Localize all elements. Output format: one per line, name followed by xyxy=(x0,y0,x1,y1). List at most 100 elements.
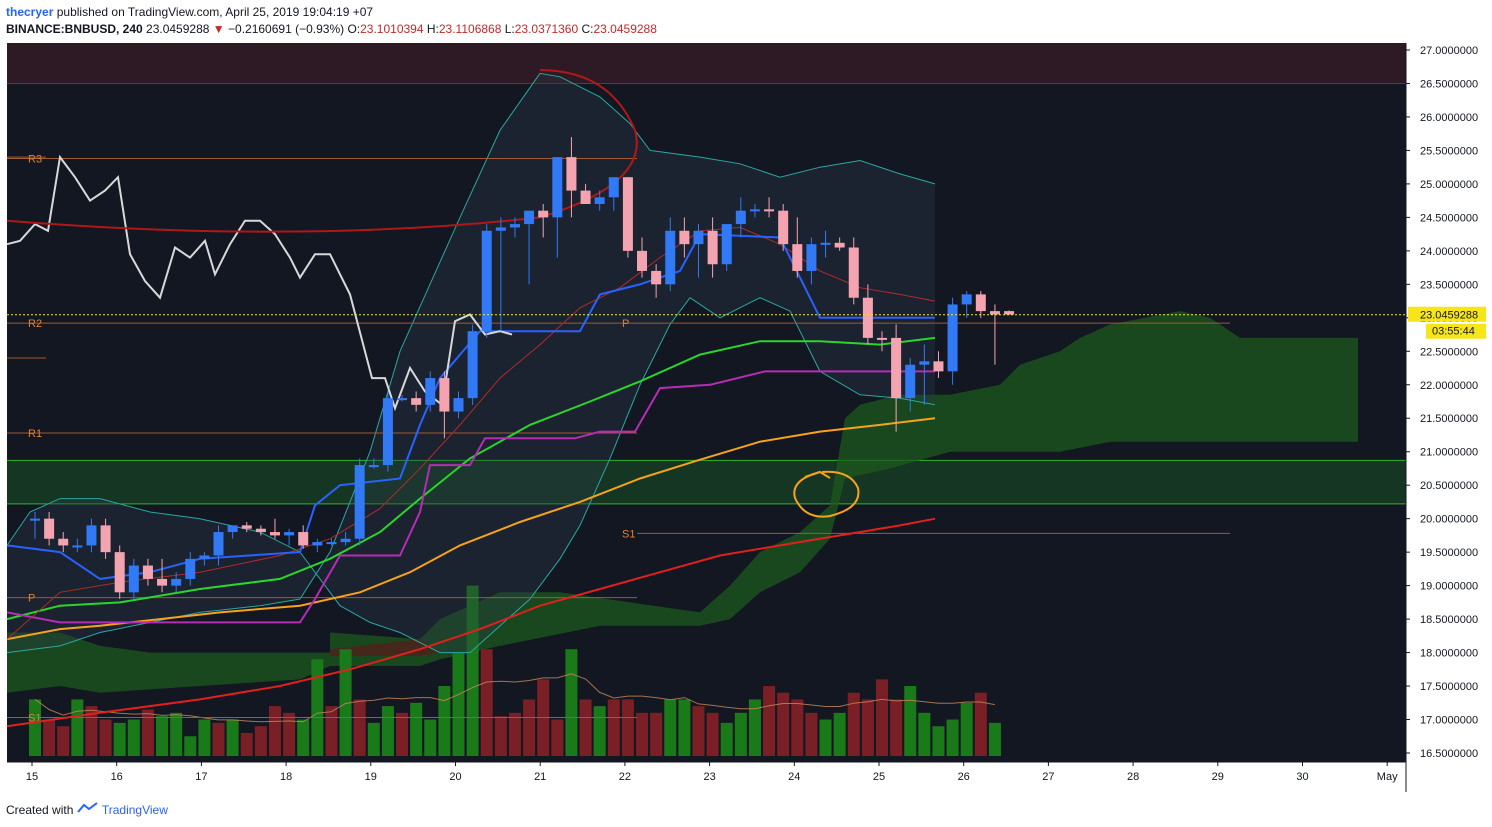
time-tick-label: 26 xyxy=(958,771,970,783)
volume-bar xyxy=(29,699,41,756)
volume-bar xyxy=(170,712,183,756)
candle-body xyxy=(594,197,605,204)
volume-bar xyxy=(311,659,324,756)
publish-line: thecryer published on TradingView.com, A… xyxy=(6,4,1486,20)
price-tick-label: 17.0000000 xyxy=(1420,715,1478,727)
volume-ma-line xyxy=(34,673,995,723)
price-tick-label: 16.5000000 xyxy=(1420,748,1478,760)
high-value: 23.1106868 xyxy=(438,22,502,36)
pivot-label: S1 xyxy=(622,528,635,540)
volume-bar xyxy=(141,709,154,756)
price-chart[interactable]: R3R2R1PS1PS127.000000026.500000026.00000… xyxy=(0,40,1492,792)
volume-bar xyxy=(777,692,790,756)
candle-body xyxy=(241,525,252,529)
time-tick-label: 25 xyxy=(873,771,885,783)
price-tick-label: 20.0000000 xyxy=(1420,514,1478,526)
volume-bar xyxy=(678,699,691,756)
volume-bar xyxy=(240,732,253,756)
candle-body xyxy=(580,190,591,204)
candle-body xyxy=(862,297,873,338)
volume-bar xyxy=(946,719,959,756)
pivot-label: R1 xyxy=(28,428,42,440)
candle-body xyxy=(354,465,365,539)
volume-bar xyxy=(763,686,776,756)
price-tick-label: 17.5000000 xyxy=(1420,681,1478,693)
candle-body xyxy=(764,209,775,212)
candle-body xyxy=(382,398,393,466)
volume-bar xyxy=(367,722,380,756)
candle-body xyxy=(721,224,732,265)
volume-bar xyxy=(113,722,126,756)
candle-body xyxy=(340,538,351,543)
price-tick-label: 26.5000000 xyxy=(1420,78,1478,90)
volume-bar xyxy=(932,726,945,756)
candle-body xyxy=(255,528,266,533)
volume-bar xyxy=(904,686,917,756)
volume-bar xyxy=(184,736,197,756)
volume-bar xyxy=(876,679,888,756)
volume-bar xyxy=(650,712,663,756)
last-price: 23.0459288 xyxy=(146,22,210,36)
pivot-label: R2 xyxy=(28,318,42,330)
price-tick-label: 22.5000000 xyxy=(1420,346,1478,358)
candle-body xyxy=(524,210,535,225)
volume-bar xyxy=(748,699,761,756)
time-tick-label: 22 xyxy=(619,771,631,783)
price-tick-label: 19.5000000 xyxy=(1420,547,1478,559)
candle-body xyxy=(961,294,972,305)
volume-bar xyxy=(508,712,521,756)
volume-bar xyxy=(565,649,578,756)
volume-bar xyxy=(198,719,211,756)
last-price-tag-text: 23.0459288 xyxy=(1420,310,1478,322)
ma-50-line xyxy=(6,336,936,621)
ichimoku-cloud xyxy=(7,311,1358,693)
candle-body xyxy=(933,361,944,372)
resistance-zone xyxy=(7,43,1406,84)
candle-body xyxy=(269,532,280,536)
ma-200-line xyxy=(6,517,936,728)
candle-body xyxy=(749,209,760,212)
candle-body xyxy=(157,578,168,586)
candle-body xyxy=(411,398,422,405)
candle-body xyxy=(467,331,478,399)
candle-body xyxy=(905,364,916,399)
volume-bar xyxy=(523,699,536,756)
volume-bar xyxy=(226,719,239,756)
volume-bar xyxy=(339,649,352,756)
tradingview-link[interactable]: TradingView xyxy=(101,803,168,817)
candle-body xyxy=(947,304,958,372)
price-tick-label: 24.5000000 xyxy=(1420,212,1478,224)
close-label: C: xyxy=(581,22,594,36)
high-label: H: xyxy=(426,22,439,36)
candle-body xyxy=(439,378,450,412)
price-tick-label: 18.5000000 xyxy=(1420,614,1478,626)
bollinger-upper-line xyxy=(6,72,936,654)
low-value: 23.0371360 xyxy=(514,22,579,36)
support-zone xyxy=(7,460,1406,504)
time-tick-label: May xyxy=(1377,771,1398,783)
down-arrow-icon: ▼ xyxy=(212,22,225,36)
candle-body xyxy=(72,545,83,548)
volume-bar xyxy=(325,706,338,756)
volume-bar xyxy=(918,712,931,756)
candle-body xyxy=(30,518,40,521)
author-link[interactable]: thecryer xyxy=(6,5,54,19)
candle-body xyxy=(58,538,69,546)
candle-body xyxy=(848,247,859,298)
drawn-arc xyxy=(6,69,638,233)
time-tick-label: 17 xyxy=(195,771,207,783)
volume-bar xyxy=(254,726,267,756)
chart-area[interactable]: R3 R2 R1 P S1 P S1 27.0000000 26.5000000 26.00000… xyxy=(0,40,1492,792)
candle-body xyxy=(622,177,633,251)
volume-bar xyxy=(297,719,310,756)
volume-bar xyxy=(494,716,507,756)
volume-bar xyxy=(833,712,846,756)
time-tick-label: 23 xyxy=(703,771,715,783)
volume-bar xyxy=(579,699,592,756)
price-tick-label: 20.5000000 xyxy=(1420,480,1478,492)
pivot-label: P xyxy=(28,593,35,605)
candle-body xyxy=(298,532,309,546)
volume-bar xyxy=(847,692,860,756)
volume-bar xyxy=(551,719,564,756)
candle-body xyxy=(227,525,238,533)
